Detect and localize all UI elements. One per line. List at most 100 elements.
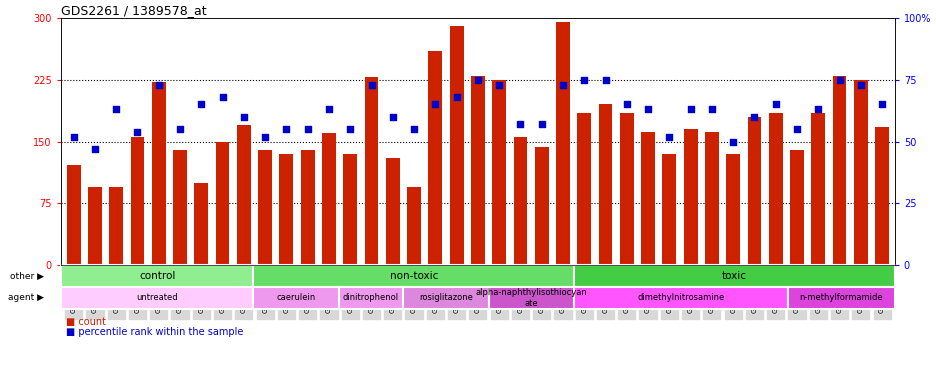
Text: rosiglitazone: rosiglitazone (418, 293, 473, 303)
Bar (704, 132, 718, 265)
Bar (253, 287, 339, 309)
Text: ■ count: ■ count (66, 317, 106, 327)
Bar (574, 287, 787, 309)
Bar (640, 132, 654, 265)
Point (597, 77, 612, 83)
Text: caerulein: caerulein (276, 293, 315, 303)
Point (577, 77, 592, 83)
Point (512, 121, 527, 127)
Bar (662, 154, 676, 265)
Text: non-toxic: non-toxic (389, 271, 437, 281)
Bar (789, 150, 803, 265)
Bar (61, 265, 253, 287)
Point (343, 126, 358, 132)
Bar (832, 76, 845, 265)
Bar (620, 113, 633, 265)
Bar (339, 287, 402, 309)
Text: ■ percentile rank within the sample: ■ percentile rank within the sample (66, 327, 242, 337)
Point (768, 101, 782, 108)
Text: toxic: toxic (722, 271, 746, 281)
Bar (61, 287, 253, 309)
Bar (66, 165, 80, 265)
Bar (471, 76, 484, 265)
Bar (110, 187, 123, 265)
Bar (258, 150, 271, 265)
Bar (253, 265, 574, 287)
Point (448, 94, 463, 100)
Text: untreated: untreated (136, 293, 178, 303)
Bar (555, 22, 569, 265)
Point (682, 106, 697, 113)
Point (619, 101, 634, 108)
Bar (683, 129, 696, 265)
Point (194, 101, 209, 108)
Bar (787, 287, 894, 309)
Bar (402, 287, 488, 309)
Point (215, 94, 230, 100)
Point (172, 126, 187, 132)
Point (236, 114, 251, 120)
Point (66, 134, 81, 140)
Bar (173, 150, 187, 265)
Text: agent ▶: agent ▶ (8, 293, 44, 303)
Bar (194, 183, 208, 265)
Point (873, 101, 888, 108)
Point (257, 134, 272, 140)
Point (385, 114, 400, 120)
Text: n-methylformamide: n-methylformamide (798, 293, 883, 303)
Point (363, 82, 378, 88)
Bar (152, 82, 166, 265)
Point (746, 114, 761, 120)
Bar (130, 137, 144, 265)
Point (470, 77, 485, 83)
Bar (513, 137, 527, 265)
Bar (747, 117, 761, 265)
Point (406, 126, 421, 132)
Bar (322, 133, 335, 265)
Point (640, 106, 655, 113)
Point (704, 106, 719, 113)
Bar (534, 147, 548, 265)
Bar (407, 187, 420, 265)
Bar (577, 113, 591, 265)
Text: dimethylnitrosamine: dimethylnitrosamine (636, 293, 724, 303)
Bar (853, 80, 867, 265)
Bar (449, 26, 463, 265)
Bar (574, 265, 894, 287)
Point (151, 82, 166, 88)
Text: GDS2261 / 1389578_at: GDS2261 / 1389578_at (61, 4, 206, 17)
Bar (215, 141, 229, 265)
Bar (428, 51, 442, 265)
Point (724, 138, 739, 144)
Point (491, 82, 506, 88)
Point (534, 121, 548, 127)
Bar (300, 150, 314, 265)
Bar (725, 154, 739, 265)
Point (428, 101, 443, 108)
Point (87, 146, 102, 152)
Point (130, 129, 145, 135)
Bar (237, 125, 251, 265)
Bar (488, 287, 574, 309)
Point (661, 134, 676, 140)
Bar (279, 154, 293, 265)
Bar (364, 77, 378, 265)
Point (810, 106, 825, 113)
Text: alpha-naphthylisothiocyan
ate: alpha-naphthylisothiocyan ate (475, 288, 587, 308)
Bar (811, 113, 825, 265)
Point (109, 106, 124, 113)
Text: dinitrophenol: dinitrophenol (343, 293, 399, 303)
Point (300, 126, 314, 132)
Point (831, 77, 846, 83)
Bar (768, 113, 782, 265)
Bar (88, 187, 102, 265)
Bar (386, 158, 400, 265)
Bar (343, 154, 357, 265)
Bar (491, 80, 505, 265)
Point (321, 106, 336, 113)
Point (789, 126, 804, 132)
Point (853, 82, 868, 88)
Point (555, 82, 570, 88)
Bar (598, 104, 612, 265)
Text: other ▶: other ▶ (10, 271, 44, 280)
